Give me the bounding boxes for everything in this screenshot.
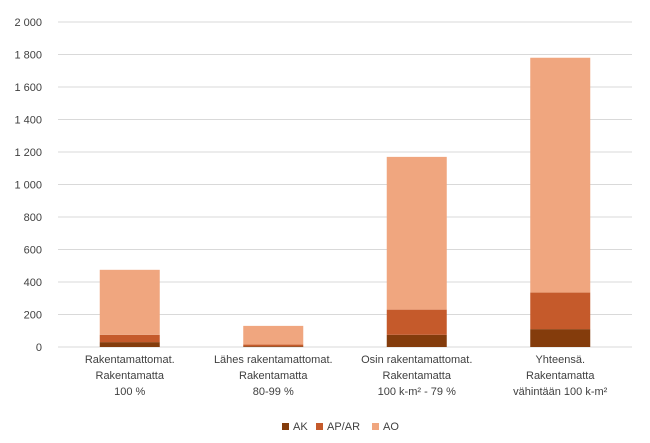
y-axis: 0 200 400 600 800 1 000 1 200 1 400 1 600 1 800 2 … — [14, 17, 42, 354]
bar-ak-3 — [530, 329, 591, 347]
legend: AK AP/AR AO — [282, 421, 399, 433]
y-tick-label: 1 600 — [14, 82, 42, 94]
x-tick-label: Rakentamatta — [383, 370, 452, 382]
x-tick-label: vähintään 100 k-m² — [513, 386, 607, 398]
bar-ap-ar-3 — [530, 292, 591, 330]
y-tick-label: 1 800 — [14, 50, 42, 62]
y-tick-label: 0 — [36, 342, 42, 354]
bar-ao-3 — [530, 57, 591, 293]
y-tick-label: 200 — [24, 310, 42, 322]
y-tick-label: 1 000 — [14, 180, 42, 192]
bar-ap-ar-2 — [386, 309, 447, 335]
x-tick-label: 100 k-m² - 79 % — [378, 386, 456, 398]
bars — [99, 57, 591, 347]
x-tick-label: 100 % — [114, 386, 145, 398]
bar-ak-2 — [386, 334, 447, 347]
y-tick-label: 800 — [24, 212, 42, 224]
legend-swatch-ap-ar — [316, 423, 323, 430]
bar-ap-ar-0 — [99, 334, 160, 343]
legend-label: AO — [383, 421, 399, 433]
bar-ap-ar-1 — [243, 344, 304, 347]
legend-swatch-ak — [282, 423, 289, 430]
x-tick-label: Rakentamatta — [526, 370, 595, 382]
x-tick-label: Rakentamatta — [96, 370, 165, 382]
x-axis: Rakentamattomat. Rakentamatta 100 % Lähes r… — [85, 354, 608, 398]
bar-ak-1 — [243, 346, 304, 347]
legend-swatch-ao — [372, 423, 379, 430]
x-tick-label: Rakentamattomat. — [85, 354, 175, 366]
y-tick-label: 600 — [24, 245, 42, 257]
bar-ao-0 — [99, 269, 160, 335]
y-tick-label: 2 000 — [14, 17, 42, 29]
bar-ao-1 — [243, 325, 304, 345]
legend-label: AP/AR — [327, 421, 360, 433]
bar-ao-2 — [386, 156, 447, 310]
x-tick-label: 80-99 % — [253, 386, 294, 398]
legend-label: AK — [293, 421, 308, 433]
y-tick-label: 1 200 — [14, 147, 42, 159]
x-tick-label: Osin rakentamattomat. — [361, 354, 472, 366]
bar-ak-0 — [99, 342, 160, 347]
x-tick-label: Rakentamatta — [239, 370, 308, 382]
y-tick-label: 400 — [24, 277, 42, 289]
x-tick-label: Lähes rakentamattomat. — [214, 354, 333, 366]
y-tick-label: 1 400 — [14, 115, 42, 127]
x-tick-label: Yhteensä. — [535, 354, 585, 366]
